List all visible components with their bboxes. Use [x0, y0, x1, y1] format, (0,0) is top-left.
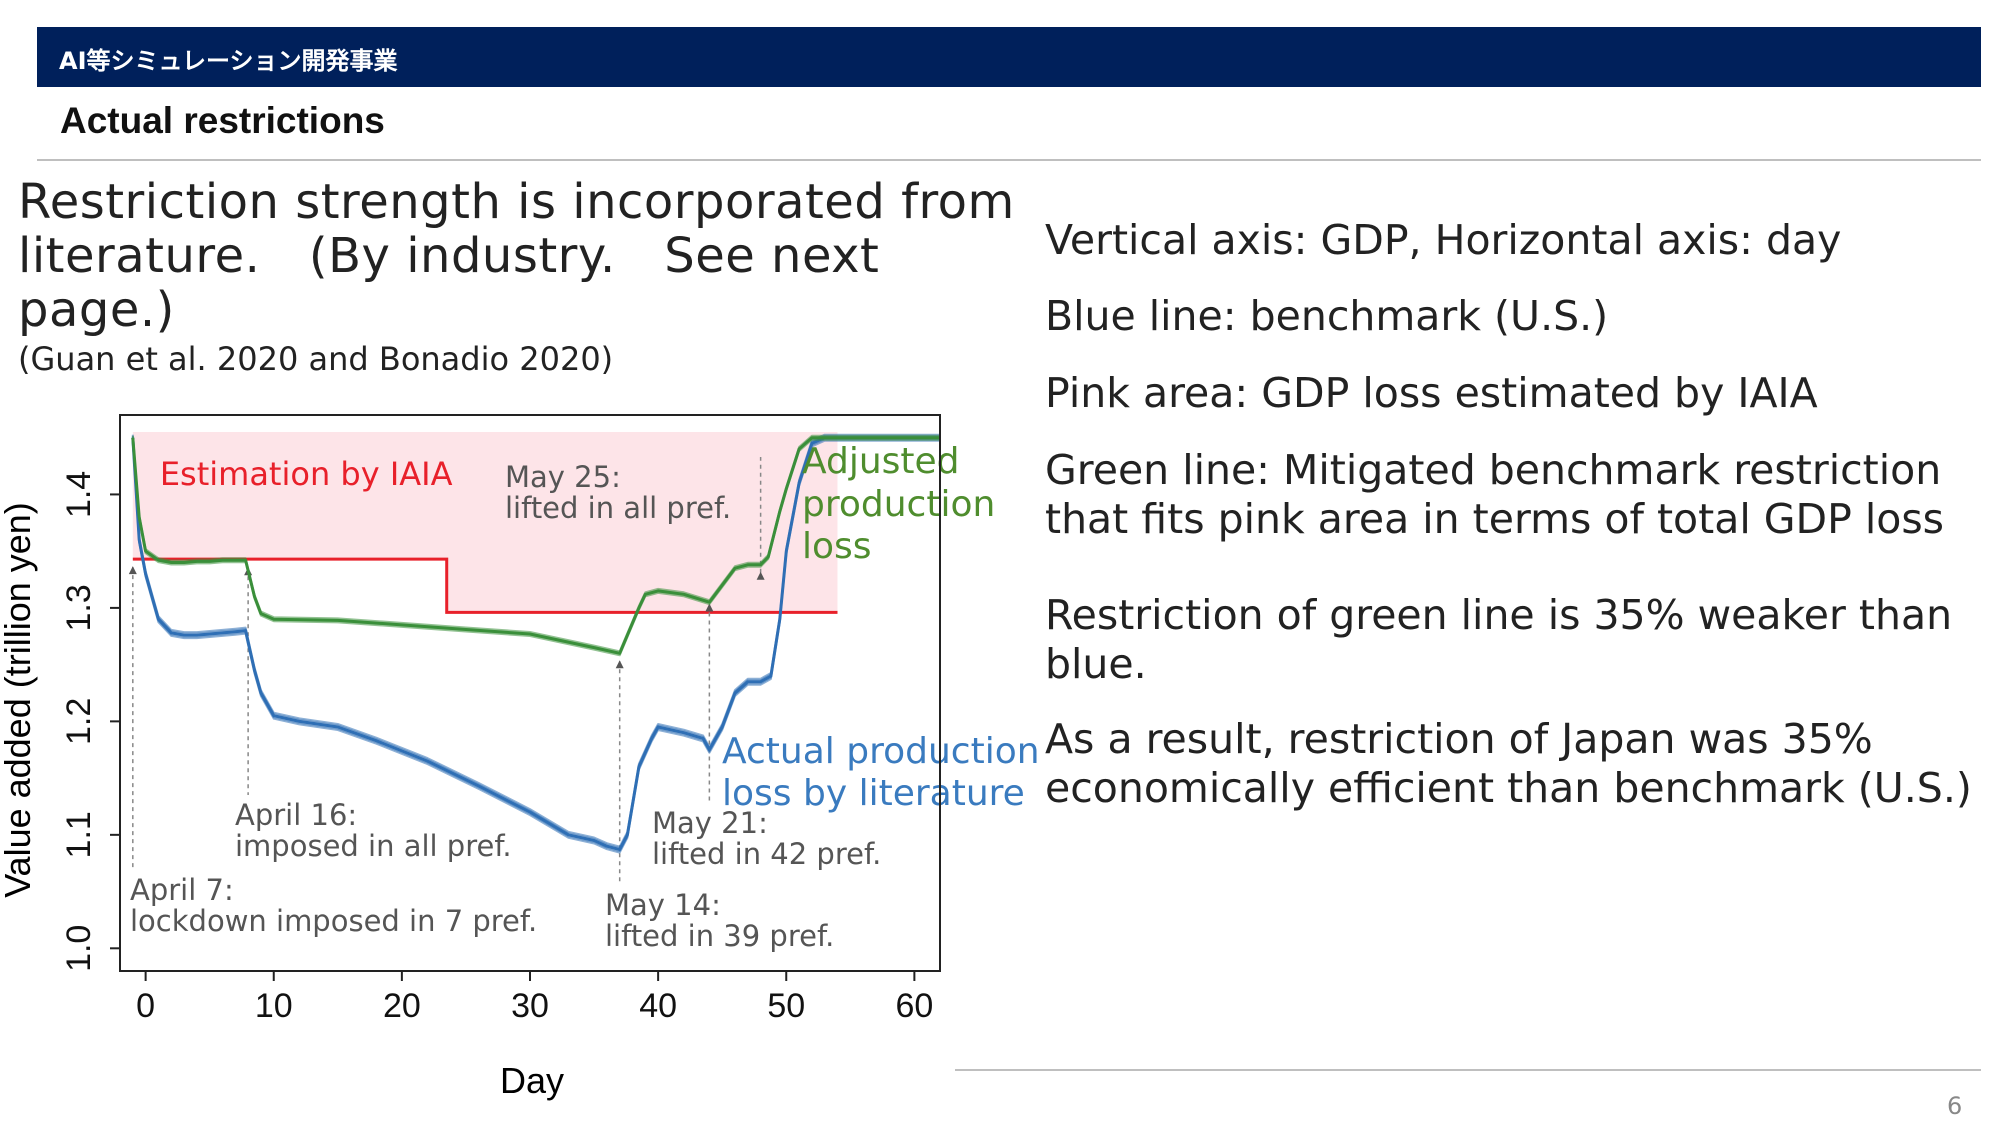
adjusted-label-line-1: Adjusted	[802, 441, 960, 482]
annotation-label: May 14:	[605, 888, 721, 922]
note-blue: Blue line: benchmark (U.S.)	[1045, 292, 1609, 340]
y-tick-label: 1.3	[60, 584, 98, 631]
x-tick-label: 40	[639, 987, 677, 1025]
gdp-line-chart: Estimation by IAIA April 7:lockdown impos…	[0, 414, 1040, 1101]
footer-divider	[955, 1069, 1981, 1071]
page-number: 6	[1947, 1092, 1963, 1120]
pink-area-label: Estimation by IAIA	[160, 455, 453, 493]
note-axes: Vertical axis: GDP, Horizontal axis: day	[1045, 216, 1842, 264]
intro-line-2: literature. (By industry. See next page.…	[18, 228, 880, 338]
y-axis-label: Value added (trillion yen)	[0, 502, 38, 898]
title-divider	[37, 159, 1981, 161]
annotation-label: lifted in 39 pref.	[605, 919, 834, 953]
annotation-label: May 25:	[505, 460, 621, 494]
x-tick-label: 50	[767, 987, 805, 1025]
series-line-actual	[131, 439, 940, 854]
iaia-estimate-line	[132, 557, 838, 614]
note-green: Green line: Mitigated benchmark restrict…	[1045, 446, 1945, 543]
intro-reference: (Guan et al. 2020 and Bonadio 2020)	[18, 340, 614, 378]
pink-area	[132, 432, 838, 613]
y-tick-label: 1.0	[60, 925, 98, 972]
slide-title: Actual restrictions	[60, 100, 385, 141]
header-bar: AI等シミュレーション開発事業	[37, 27, 1981, 87]
x-tick-label: 10	[255, 987, 293, 1025]
annotation-arrowhead	[705, 603, 714, 612]
intro-text: Restriction strength is incorporated fro…	[18, 175, 1018, 379]
annotation-label: May 21:	[652, 806, 768, 840]
x-axis-label: Day	[500, 1060, 564, 1101]
adjusted-label-line-2: production	[802, 484, 995, 525]
annotation-label: lifted in 42 pref.	[652, 837, 881, 871]
annotation-label: lifted in all pref.	[505, 491, 731, 525]
intro-line-1: Restriction strength is incorporated fro…	[18, 174, 1015, 230]
y-tick-label: 1.1	[60, 811, 98, 858]
series-line-adjusted	[131, 438, 940, 657]
annotation-label: lockdown imposed in 7 pref.	[130, 904, 537, 938]
x-tick-label: 30	[511, 987, 549, 1025]
adjusted-label-line-3: loss	[802, 526, 872, 567]
actual-label-line-1: Actual production	[722, 731, 1040, 772]
note-weaker: Restriction of green line is 35% weaker …	[1045, 591, 1953, 688]
note-result: As a result, restriction of Japan was 35…	[1045, 715, 1972, 812]
x-tick-label: 20	[383, 987, 421, 1025]
y-tick-label: 1.4	[60, 471, 98, 518]
annotation-arrowhead	[756, 571, 765, 580]
x-tick-label: 60	[895, 987, 933, 1025]
program-title: AI等シミュレーション開発事業	[59, 47, 398, 75]
annotation-arrowhead	[128, 566, 137, 575]
x-tick-label: 0	[136, 987, 155, 1025]
annotation-label: April 16:	[235, 798, 357, 832]
annotation-label: April 7:	[130, 873, 234, 907]
y-tick-label: 1.2	[60, 698, 98, 745]
note-pink: Pink area: GDP loss estimated by IAIA	[1045, 369, 1818, 417]
actual-label-line-2: loss by literature	[722, 773, 1025, 814]
notes-panel: Vertical axis: GDP, Horizontal axis: day…	[1045, 216, 1985, 813]
annotation-label: imposed in all pref.	[235, 829, 512, 863]
annotation-arrowhead	[615, 660, 624, 669]
